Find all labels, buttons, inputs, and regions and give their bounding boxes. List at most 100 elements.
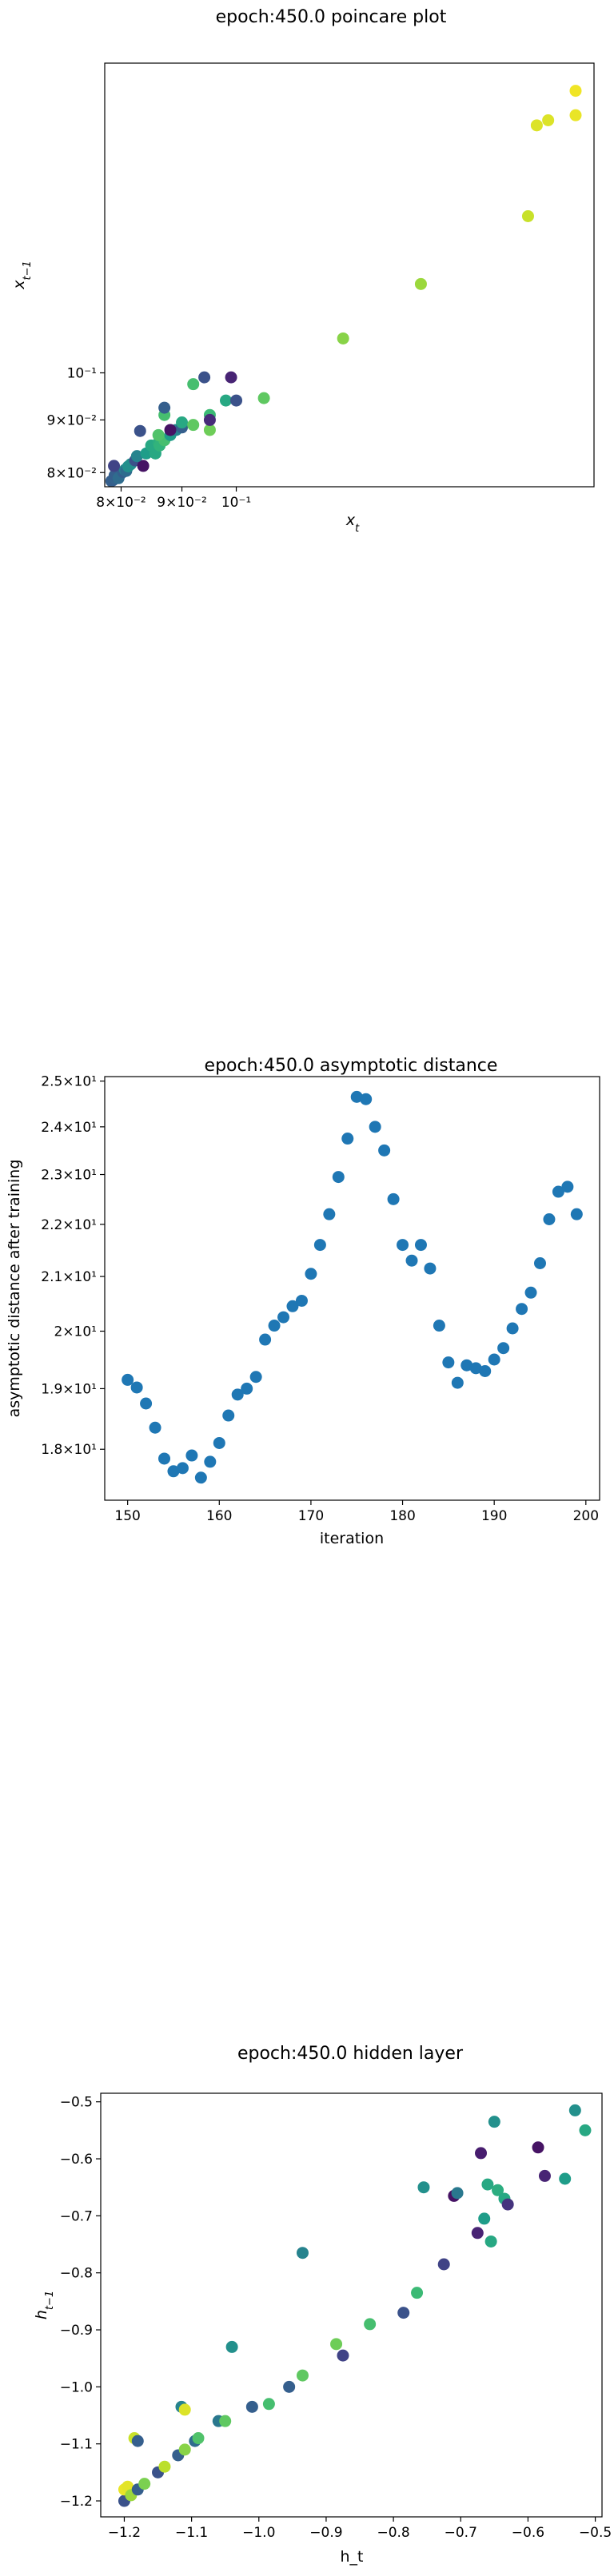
data-point xyxy=(411,2287,424,2299)
y-tick-label: −1.1 xyxy=(60,2437,93,2453)
y-axis-ticks: 1.8×10¹ 1.9×10¹ 2×10¹ 2.1×10¹ 2.2×10¹ 2.3×10¹… xyxy=(41,1074,105,1458)
data-point xyxy=(369,1121,381,1133)
chart-title: epoch:450.0 poincare plot xyxy=(216,7,447,27)
x-axis-ticks: 150 160 170 180 190 200 xyxy=(114,1500,599,1524)
data-point xyxy=(364,2318,377,2331)
poincare-chart: epoch:450.0 poincare plot 8×10⁻² 9×10⁻² 10… xyxy=(10,7,595,535)
data-point xyxy=(192,2432,205,2445)
x-tick-label: 200 xyxy=(573,1508,599,1524)
x-axis-label: xt xyxy=(345,512,360,535)
data-point xyxy=(481,2178,494,2191)
data-point xyxy=(140,1397,153,1410)
data-point xyxy=(488,1353,500,1366)
x-tick-label: 8×10⁻² xyxy=(96,495,146,511)
y-tick-label: 8×10⁻² xyxy=(47,465,97,481)
x-axis-label: h_t xyxy=(341,2548,364,2566)
y-axis-label: ht−1 xyxy=(33,2291,56,2319)
data-point xyxy=(225,371,237,384)
data-point xyxy=(471,2227,484,2240)
data-point xyxy=(532,2141,544,2154)
x-axis-ticks: 8×10⁻² 9×10⁻² 10⁻¹ xyxy=(96,487,251,511)
data-point xyxy=(296,2369,309,2382)
points-layer xyxy=(122,1090,583,1484)
data-point xyxy=(417,2181,430,2194)
data-point xyxy=(569,109,582,121)
x-tick-label: −0.6 xyxy=(512,2525,544,2541)
data-point xyxy=(424,1262,437,1275)
data-point xyxy=(313,1239,326,1252)
data-point xyxy=(479,1364,492,1377)
data-point xyxy=(220,394,233,407)
y-tick-label: 9×10⁻² xyxy=(47,412,97,428)
data-point xyxy=(187,419,200,432)
data-point xyxy=(437,2258,450,2271)
y-tick-label: −1.0 xyxy=(60,2379,93,2395)
x-tick-label: −1.2 xyxy=(108,2525,141,2541)
data-point xyxy=(295,1294,308,1307)
data-point xyxy=(501,2198,514,2211)
y-tick-label: −1.2 xyxy=(60,2494,93,2510)
data-point xyxy=(561,1181,574,1193)
data-point xyxy=(203,424,216,436)
data-point xyxy=(131,2435,144,2447)
data-point xyxy=(378,1144,391,1157)
data-point xyxy=(538,2169,551,2182)
data-point xyxy=(152,428,165,441)
data-point xyxy=(350,1090,363,1103)
y-axis-label: xt−1 xyxy=(10,261,34,290)
chart-title: epoch:450.0 asymptotic distance xyxy=(205,1056,498,1076)
data-point xyxy=(305,1268,317,1280)
data-point xyxy=(158,1452,171,1465)
x-tick-label: −1.0 xyxy=(242,2525,275,2541)
data-point xyxy=(360,1093,373,1105)
data-point xyxy=(185,1449,198,1462)
y-axis-ticks: 8×10⁻² 9×10⁻² 10⁻¹ xyxy=(47,366,105,481)
data-point xyxy=(451,1376,464,1389)
points-layer xyxy=(118,2104,592,2507)
data-point xyxy=(167,1465,180,1478)
y-tick-label: 2.5×10¹ xyxy=(41,1074,97,1090)
y-axis-label: asymptotic distance after training xyxy=(6,1160,23,1418)
data-point xyxy=(176,416,189,429)
data-point xyxy=(213,1436,225,1449)
asymptotic-distance-chart: epoch:450.0 asymptotic distance 150 160 17… xyxy=(6,1056,600,1547)
y-tick-label: 2×10¹ xyxy=(54,1324,97,1340)
data-point xyxy=(442,1356,455,1369)
data-point xyxy=(134,424,146,437)
plot-frame xyxy=(104,62,595,488)
data-point xyxy=(122,1373,134,1386)
y-tick-label: 10⁻¹ xyxy=(67,366,97,382)
x-tick-label: −0.5 xyxy=(579,2525,612,2541)
data-point xyxy=(542,113,555,126)
data-point xyxy=(524,1286,537,1299)
data-point xyxy=(241,1382,253,1395)
x-tick-label: −0.7 xyxy=(445,2525,477,2541)
data-point xyxy=(283,2380,296,2393)
data-point xyxy=(149,1421,161,1434)
data-point xyxy=(178,2403,191,2416)
y-tick-label: 2.4×10¹ xyxy=(41,1120,97,1136)
data-point xyxy=(478,2212,491,2225)
data-point xyxy=(203,413,216,426)
data-point xyxy=(219,2415,232,2427)
data-point xyxy=(506,1322,519,1335)
data-point xyxy=(231,1388,244,1401)
data-point xyxy=(433,1320,445,1332)
y-tick-label: −0.8 xyxy=(60,2266,93,2282)
data-point xyxy=(414,277,427,290)
data-point xyxy=(198,371,211,384)
x-tick-label: −0.9 xyxy=(309,2525,342,2541)
data-point xyxy=(451,2187,464,2200)
data-point xyxy=(257,392,270,404)
x-tick-label: 150 xyxy=(114,1508,140,1524)
x-tick-label: −0.8 xyxy=(377,2525,409,2541)
data-point xyxy=(484,2235,497,2248)
data-point xyxy=(414,1239,427,1252)
data-point xyxy=(497,1342,510,1355)
data-point xyxy=(138,2478,151,2490)
x-tick-label: 190 xyxy=(481,1508,507,1524)
data-point xyxy=(178,2443,191,2456)
data-point xyxy=(570,1208,583,1220)
data-point xyxy=(245,2400,258,2413)
x-tick-label: −1.1 xyxy=(175,2525,208,2541)
